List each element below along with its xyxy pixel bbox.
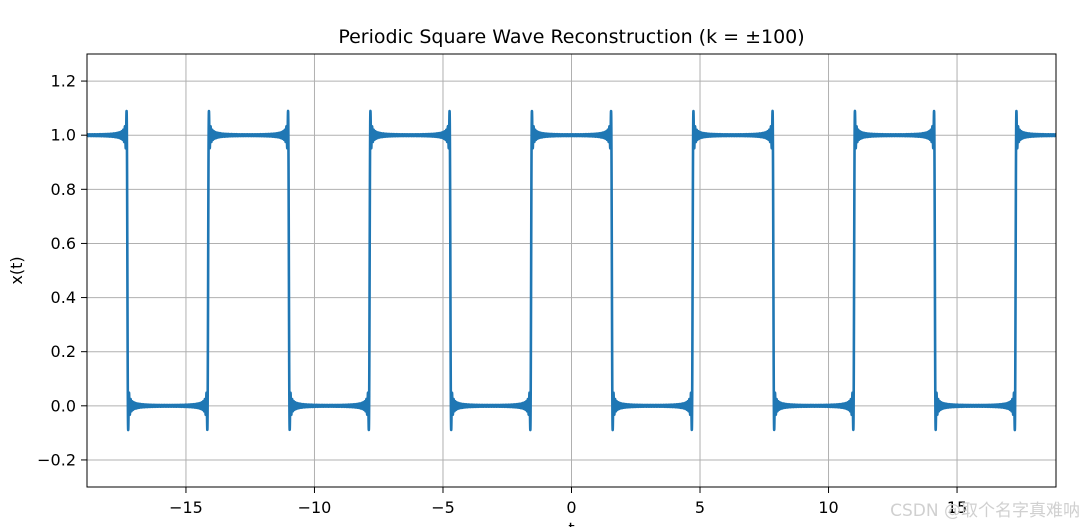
x-tick-label: 15 — [947, 498, 967, 517]
plot-frame — [86, 53, 1057, 488]
series-group — [87, 109, 1056, 432]
y-tick-label: 1.2 — [51, 72, 76, 91]
x-tick-label: −15 — [169, 498, 203, 517]
y-tick-label: −0.2 — [37, 450, 76, 469]
x-tick-label: 0 — [566, 498, 576, 517]
grid-lines — [87, 54, 1056, 487]
axis-ticks: −15 −10 −5 0 5 10 15 −0.2 0.0 0.2 0.4 0.6 0.8 1.0 1.2 — [37, 72, 967, 517]
x-tick-label: 5 — [695, 498, 705, 517]
series-line — [87, 109, 1056, 432]
x-tick-label: −10 — [298, 498, 332, 517]
y-tick-label: 0.6 — [51, 234, 76, 253]
y-axis-label: x(t) — [7, 256, 26, 284]
y-tick-label: 0.4 — [51, 288, 76, 307]
y-tick-label: 0.2 — [51, 342, 76, 361]
x-tick-label: 10 — [818, 498, 838, 517]
x-tick-label: −5 — [431, 498, 455, 517]
watermark-text: CSDN @取个名字真难呐 — [890, 501, 1080, 521]
y-tick-label: 0.0 — [51, 396, 76, 415]
x-axis-label: t — [568, 519, 574, 527]
y-tick-label: 1.0 — [51, 126, 76, 145]
y-tick-label: 0.8 — [51, 180, 76, 199]
chart-title: Periodic Square Wave Reconstruction (k =… — [338, 26, 804, 48]
